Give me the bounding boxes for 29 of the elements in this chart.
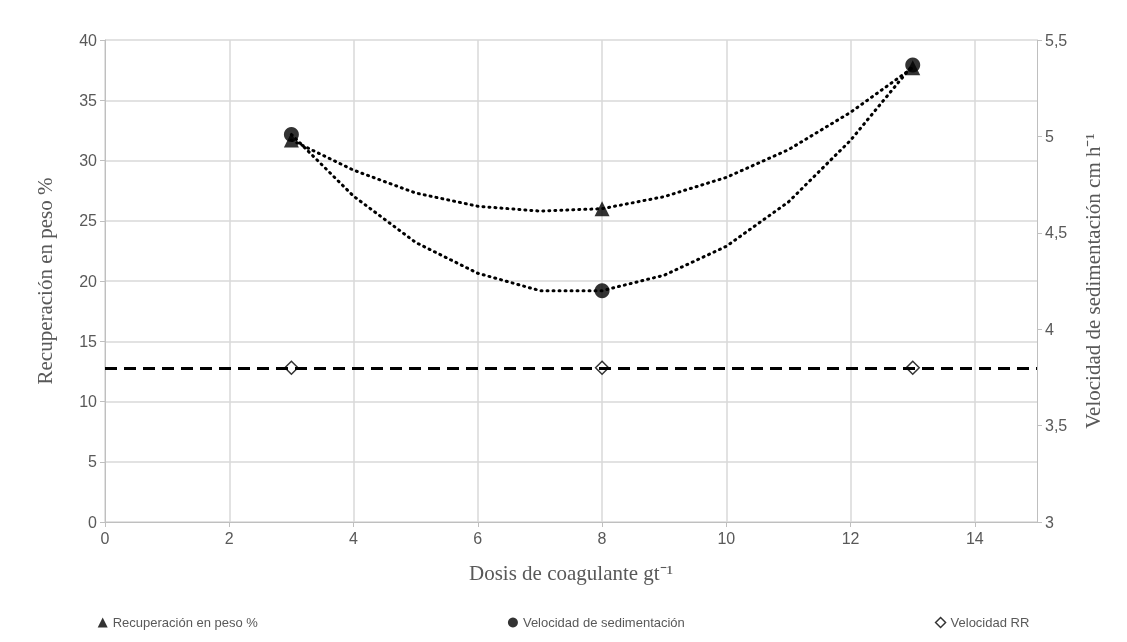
x-tick-label: 12: [841, 529, 860, 547]
y-tick-label: 10: [79, 393, 98, 410]
x-axis-title: Dosis de coagulante gt⁻¹: [469, 560, 673, 585]
legend-label: Velocidad de sedimentación: [522, 615, 685, 630]
y2-axis-title: Velocidad de sedimentación cm h⁻¹: [1080, 133, 1105, 429]
y-axis-title: Recuperación en peso %: [32, 177, 57, 385]
x-tick-label: 6: [473, 529, 483, 547]
legend-label: Recuperación en peso %: [112, 615, 259, 630]
y-tick-label: 25: [79, 212, 98, 230]
y2-tick-label: 4,5: [1045, 224, 1068, 242]
x-tick-label: 8: [597, 529, 607, 547]
y2-tick-label: 5: [1045, 127, 1054, 145]
y-tick-label: 35: [79, 91, 98, 109]
y-tick-label: 15: [79, 332, 98, 350]
x-tick-label: 4: [349, 529, 359, 547]
y2-tick-label: 5,5: [1045, 31, 1068, 49]
y-tick-label: 20: [79, 272, 98, 290]
y-tick-label: 40: [79, 31, 98, 49]
y-tick-label: 0: [88, 513, 98, 531]
x-tick-label: 14: [965, 529, 984, 547]
y2-tick-label: 3: [1045, 513, 1054, 531]
y2-tick-label: 3,5: [1045, 417, 1068, 435]
y-tick-label: 5: [88, 453, 98, 471]
x-tick-label: 0: [100, 529, 110, 547]
x-tick-label: 10: [717, 529, 736, 547]
x-tick-label: 2: [224, 529, 234, 547]
y-tick-label: 30: [79, 152, 98, 169]
legend-label: Velocidad RR: [950, 615, 1030, 630]
y2-tick-label: 4: [1045, 320, 1054, 338]
